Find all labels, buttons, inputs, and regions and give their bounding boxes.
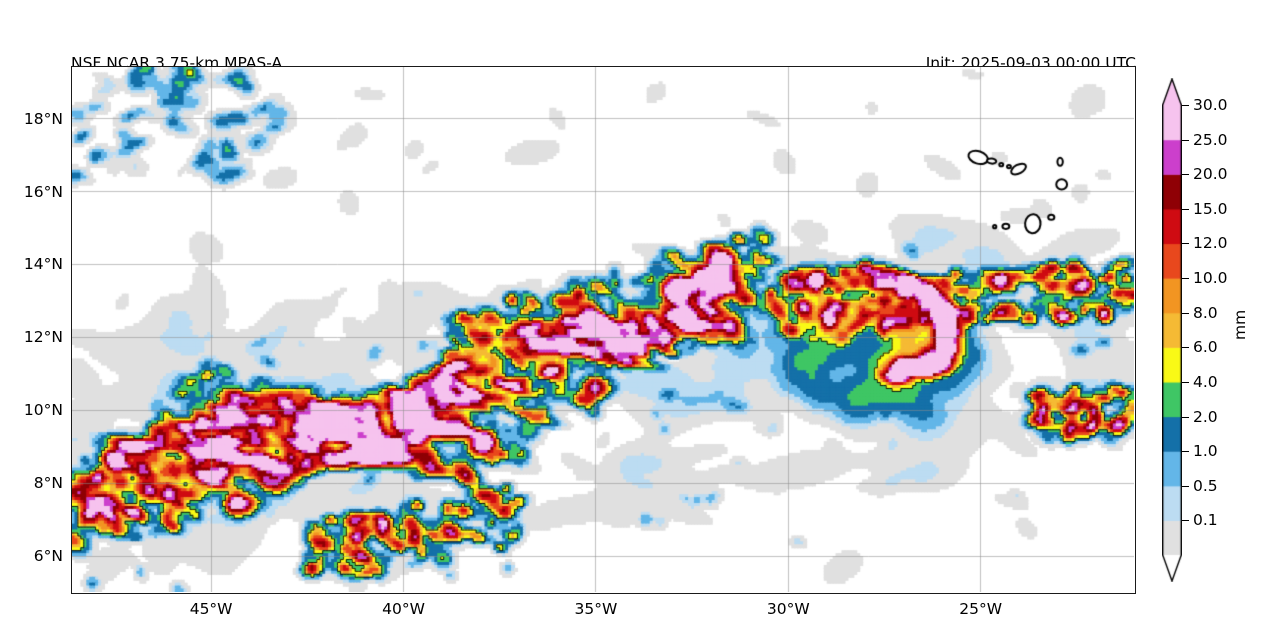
colorbar-tick-label: 1.0 — [1193, 442, 1218, 461]
colorbar-tick-label: 0.1 — [1193, 511, 1218, 530]
colorbar-tick-label: 6.0 — [1193, 338, 1218, 357]
colorbar-tick-label: 25.0 — [1193, 130, 1228, 149]
map-plot-area[interactable] — [71, 66, 1136, 594]
colorbar-tick-mark — [1182, 520, 1189, 522]
xtick-label: 25°W — [959, 600, 1003, 618]
colorbar-tick-mark — [1182, 485, 1189, 487]
ytick-label: 16°N — [23, 182, 63, 201]
ytick-label: 14°N — [23, 255, 63, 274]
colorbar-tick-label: 30.0 — [1193, 96, 1228, 114]
colorbar-tick-mark — [1182, 243, 1189, 245]
ytick-label: 18°N — [23, 109, 63, 128]
colorbar-tick-label: 20.0 — [1193, 165, 1228, 184]
colorbar-tick-label: 15.0 — [1193, 199, 1228, 218]
xtick-label: 30°W — [766, 600, 810, 618]
ytick-label: 6°N — [33, 547, 63, 566]
colorbar-tick-mark — [1182, 174, 1189, 176]
colorbar-tick-label: 4.0 — [1193, 372, 1218, 391]
colorbar[interactable] — [1162, 78, 1182, 582]
colorbar-tick-mark — [1182, 208, 1189, 210]
colorbar-tick-mark — [1182, 105, 1189, 106]
colorbar-tick-mark — [1182, 381, 1189, 383]
colorbar-tick-label: 12.0 — [1193, 234, 1228, 253]
colorbar-gradient — [1162, 78, 1182, 582]
colorbar-tick-label: 0.5 — [1193, 476, 1218, 495]
colorbar-tick-label: 8.0 — [1193, 303, 1218, 322]
ytick-label: 10°N — [23, 401, 63, 420]
colorbar-tick-mark — [1182, 278, 1189, 280]
colorbar-tick-mark — [1182, 312, 1189, 314]
colorbar-tick-mark — [1182, 139, 1189, 141]
colorbar-unit-label: mm — [1231, 309, 1249, 340]
ytick-label: 12°N — [23, 328, 63, 347]
colorbar-tick-label: 10.0 — [1193, 269, 1228, 288]
colorbar-tick-label: 2.0 — [1193, 407, 1218, 426]
colorbar-tick-mark — [1182, 416, 1189, 418]
precipitation-map-canvas — [72, 67, 1134, 592]
ytick-label: 8°N — [33, 474, 63, 493]
colorbar-tick-mark — [1182, 451, 1189, 453]
colorbar-tick-mark — [1182, 347, 1189, 349]
xtick-label: 45°W — [189, 600, 233, 618]
xtick-label: 40°W — [382, 600, 425, 618]
xtick-label: 35°W — [574, 600, 618, 618]
